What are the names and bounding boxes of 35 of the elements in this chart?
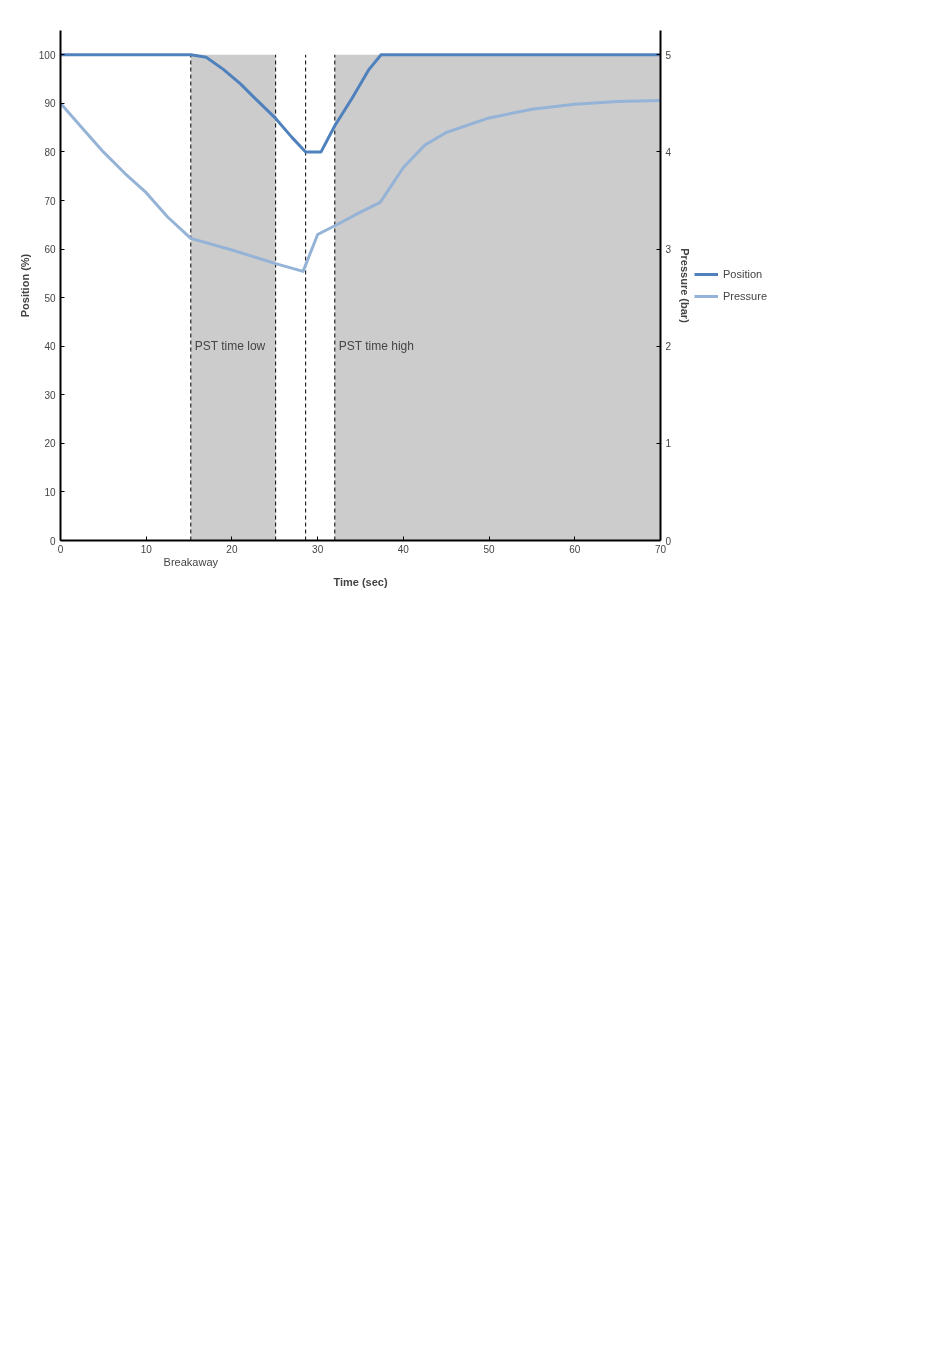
x-tick-label: 40 xyxy=(397,543,410,555)
band-label: PST time high xyxy=(338,339,414,354)
y-tick-label: 40 xyxy=(44,341,56,353)
ref-line-label: Breakaway xyxy=(163,555,219,568)
y2-tick-label: 0 xyxy=(665,535,672,547)
y2-tick-label: 4 xyxy=(665,146,672,158)
y-axis-title: Position (%) xyxy=(18,253,31,318)
x-tick-label: 10 xyxy=(140,543,153,555)
y-tick-label: 80 xyxy=(44,146,56,158)
y-tick-label: 10 xyxy=(44,486,56,498)
y-tick-label: 0 xyxy=(49,535,56,547)
y-tick-label: 70 xyxy=(44,195,56,207)
y2-tick-label: 5 xyxy=(665,49,672,61)
x-tick-label: 0 xyxy=(57,543,64,555)
line-series xyxy=(60,98,661,273)
y-tick-label: 100 xyxy=(38,49,56,61)
y2-tick-label: 1 xyxy=(665,438,672,450)
x-tick-label: 70 xyxy=(654,543,667,555)
x-tick-label: 30 xyxy=(312,543,324,555)
x-tick-label: 60 xyxy=(569,543,581,555)
y-tick-label: 60 xyxy=(44,244,56,256)
y2-tick-label: 3 xyxy=(665,244,672,256)
x-tick-label: 20 xyxy=(226,543,238,555)
y-tick-label: 50 xyxy=(44,292,56,304)
legend-label: Pressure xyxy=(723,290,768,302)
y-tick-label: 20 xyxy=(44,438,56,450)
x-tick-label: 50 xyxy=(483,543,496,555)
y2-axis-title: Pressure (bar) xyxy=(679,248,692,324)
y-tick-label: 30 xyxy=(44,389,56,401)
legend-label: Position xyxy=(723,268,763,280)
band-label: PST time low xyxy=(194,339,266,354)
line-series xyxy=(60,53,661,154)
y-tick-label: 90 xyxy=(44,98,56,110)
x-axis-title: Time (sec) xyxy=(333,575,388,588)
y2-tick-label: 2 xyxy=(665,341,672,353)
